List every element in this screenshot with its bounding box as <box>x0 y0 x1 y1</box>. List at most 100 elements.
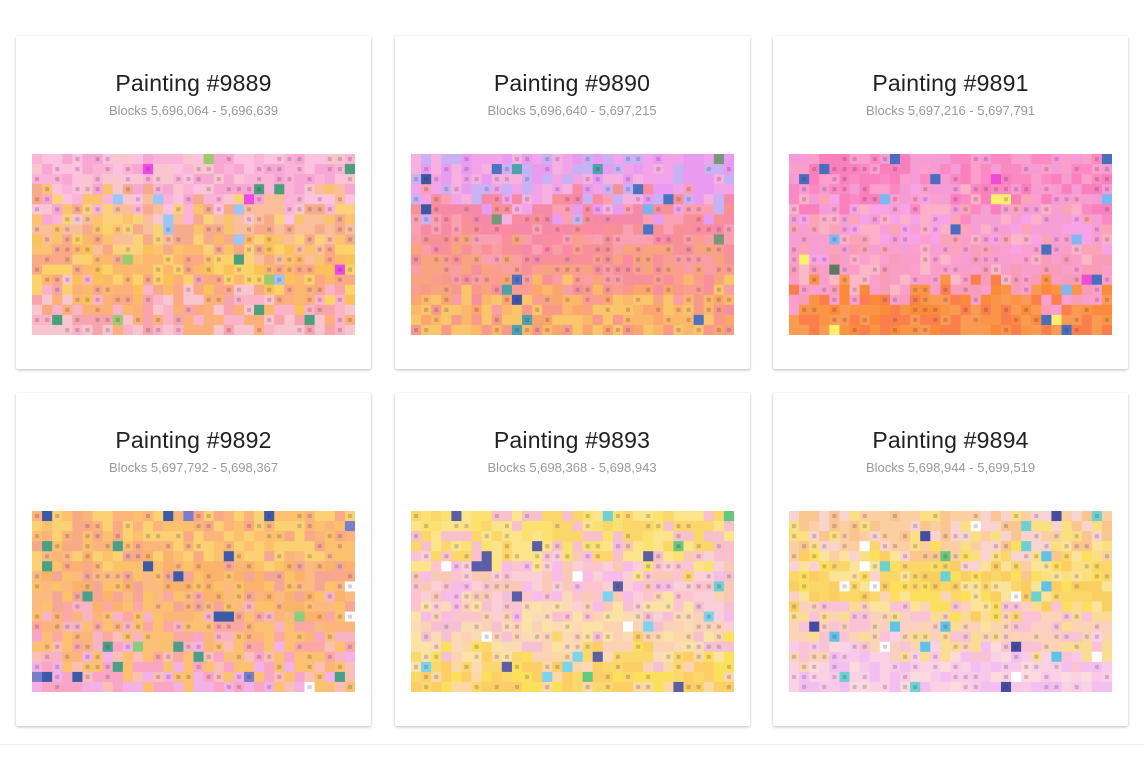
painting-image[interactable] <box>789 511 1112 692</box>
painting-tile <box>551 214 563 225</box>
painting-tile-glyph <box>726 227 731 232</box>
painting-tile <box>859 561 871 572</box>
painting-tile <box>612 641 623 653</box>
painting-tile-glyph <box>474 217 479 222</box>
painting-tile <box>652 601 664 612</box>
painting-tile <box>1091 304 1103 316</box>
painting-tile-glyph <box>812 257 817 262</box>
painting-tile <box>1011 631 1022 643</box>
painting-tile-glyph <box>615 267 620 272</box>
painting-tile-glyph <box>635 684 640 689</box>
painting-tile <box>72 611 83 622</box>
painting-tile <box>72 681 83 692</box>
painting-tile <box>511 184 522 195</box>
painting-tile <box>1000 641 1012 653</box>
painting-tile <box>809 174 820 185</box>
painting-tile <box>143 521 154 532</box>
painting-tile <box>1071 314 1083 326</box>
painting-image[interactable] <box>789 154 1112 335</box>
painting-tile <box>879 264 891 275</box>
painting-tile <box>572 294 583 306</box>
painting-tile <box>889 204 901 215</box>
painting-tile-glyph <box>852 167 857 172</box>
painting-tile-glyph <box>514 554 519 559</box>
painting-tile <box>471 631 482 643</box>
painting-image[interactable] <box>32 154 355 335</box>
painting-tile <box>1051 551 1062 562</box>
painting-tile <box>889 621 901 632</box>
painting-card[interactable]: Painting #9894 Blocks 5,698,944 - 5,699,… <box>773 393 1128 726</box>
painting-tile <box>920 591 931 602</box>
painting-tile <box>344 254 355 265</box>
painting-card[interactable]: Painting #9891 Blocks 5,697,216 - 5,697,… <box>773 36 1128 369</box>
painting-tile <box>642 531 654 542</box>
painting-tile <box>460 294 472 306</box>
painting-tile-glyph <box>544 297 549 302</box>
painting-tile <box>839 671 850 683</box>
painting-tile <box>592 304 603 316</box>
painting-tile <box>233 314 245 326</box>
painting-tile-glyph <box>494 514 499 519</box>
painting-tile <box>849 591 860 602</box>
painting-tile-glyph <box>716 327 721 332</box>
painting-tile-glyph <box>206 514 211 519</box>
painting-tile <box>82 234 93 245</box>
painting-tile <box>1081 294 1093 306</box>
painting-tile <box>531 511 543 522</box>
painting-tile-glyph <box>534 554 539 559</box>
painting-tile <box>491 324 502 335</box>
painting-tile <box>62 194 73 205</box>
painting-tile-glyph <box>882 297 887 302</box>
painting-tile <box>284 154 295 165</box>
painting-tile <box>112 194 124 205</box>
painting-tile <box>642 631 654 643</box>
painting-tile <box>314 274 326 286</box>
painting-tile <box>622 304 633 316</box>
painting-tile <box>693 284 704 296</box>
painting-image[interactable] <box>32 511 355 692</box>
painting-tile <box>1071 284 1083 296</box>
painting-card[interactable]: Painting #9893 Blocks 5,698,368 - 5,698,… <box>394 393 750 726</box>
painting-tile <box>970 184 982 195</box>
painting-tile <box>1000 174 1012 185</box>
painting-tile <box>960 561 971 572</box>
painting-tile-glyph <box>423 307 428 312</box>
painting-tile <box>42 631 53 643</box>
painting-tile <box>910 264 921 275</box>
painting-image[interactable] <box>410 154 734 335</box>
painting-tile <box>990 631 1002 643</box>
painting-card[interactable]: Painting #9889 Blocks 5,696,064 - 5,696,… <box>16 36 371 369</box>
painting-tile <box>481 621 492 632</box>
painting-tile-glyph <box>1004 237 1009 242</box>
painting-tile <box>622 194 633 205</box>
painting-tile <box>32 551 43 562</box>
painting-tile <box>450 681 462 692</box>
painting-tile-glyph <box>585 544 590 549</box>
painting-tile <box>799 521 810 532</box>
painting-tile <box>920 511 931 522</box>
painting-tile-glyph <box>287 157 292 162</box>
painting-tile <box>561 154 573 165</box>
painting-tile <box>471 591 482 602</box>
painting-tile <box>990 314 1002 326</box>
painting-tile <box>960 184 971 195</box>
painting-card[interactable]: Painting #9890 Blocks 5,696,640 - 5,697,… <box>394 36 750 369</box>
painting-tile <box>723 204 734 215</box>
painting-tile <box>183 621 194 632</box>
painting-tile <box>809 631 820 643</box>
painting-tile <box>531 661 543 673</box>
painting-tile <box>213 631 225 643</box>
painting-tile-glyph <box>337 584 342 589</box>
painting-tile <box>511 541 522 552</box>
painting-tile <box>102 214 114 225</box>
painting-tile <box>294 581 305 592</box>
painting-image[interactable] <box>410 511 734 692</box>
painting-tile-glyph <box>297 247 302 252</box>
painting-tile <box>980 571 992 582</box>
painting-tile-glyph <box>1004 634 1009 639</box>
painting-tile-glyph <box>125 634 130 639</box>
painting-tile-glyph <box>706 624 711 629</box>
painting-tile <box>561 651 573 663</box>
painting-tile <box>1000 551 1012 562</box>
painting-card[interactable]: Painting #9892 Blocks 5,697,792 - 5,698,… <box>16 393 371 726</box>
